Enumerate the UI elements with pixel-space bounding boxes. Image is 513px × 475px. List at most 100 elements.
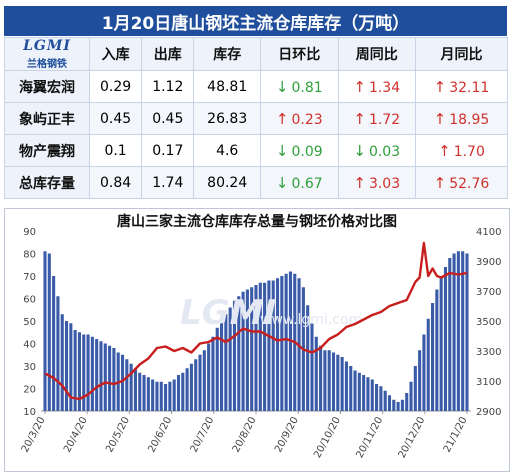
inventory-bar <box>220 321 224 411</box>
inventory-bar <box>43 251 47 411</box>
inventory-bar <box>362 375 366 411</box>
arrow-down-icon: ↓ <box>353 141 366 160</box>
inventory-bar <box>176 375 181 411</box>
inventory-bar <box>228 307 232 411</box>
x-tick-label: 20/7/20 <box>189 415 217 454</box>
cell-dod: ↓ 0.09 <box>260 134 339 167</box>
inventory-bar <box>207 343 211 411</box>
chart-panel: 唐山三家主流仓库库存总量与钢坯价格对比图 10 20 30 40 50 60 70 80 90 2… <box>4 208 510 472</box>
inventory-bar <box>168 381 172 411</box>
table-header-row: LGMI 兰格钢铁 入库 出库 库存 日环比 周同比 月同比 <box>4 37 509 71</box>
inventory-bar <box>99 341 103 411</box>
y-left-tick-label: 80 <box>23 250 36 261</box>
inventory-bar <box>202 350 206 411</box>
x-tick-label: 20/11/20 <box>354 415 385 460</box>
row-name: 总库存量 <box>4 166 90 199</box>
logo-subtext: 兰格钢铁 <box>27 59 67 70</box>
inventory-bar <box>142 375 146 411</box>
inventory-bar <box>405 393 409 411</box>
cell-mom: ↑ 18.95 <box>414 102 509 135</box>
col-header-dod: 日环比 <box>260 37 339 71</box>
lgmi-logo: LGMI 兰格钢铁 <box>5 38 89 70</box>
inventory-bar <box>284 273 288 411</box>
cell-dod: ↓ 0.81 <box>260 70 339 103</box>
arrow-down-icon: ↓ <box>275 141 289 160</box>
row-name: 海翼宏润 <box>4 70 90 103</box>
inventory-bar <box>108 345 112 411</box>
inventory-bar <box>198 354 202 411</box>
inventory-bar <box>375 384 379 411</box>
inventory-bar <box>319 345 323 411</box>
cell-wow: ↑ 1.34 <box>337 70 416 103</box>
inventory-bar <box>409 381 413 411</box>
inventory-bar <box>280 276 284 411</box>
inventory-bar <box>185 368 189 411</box>
inventory-bar <box>82 334 86 411</box>
logo-cell: LGMI 兰格钢铁 <box>4 37 90 71</box>
y-left-tick-label: 20 <box>23 385 36 396</box>
x-tick-label: 20/8/20 <box>231 415 259 454</box>
arrow-up-icon: ↑ <box>353 109 366 128</box>
watermark: LGMI www.lgmi.com <box>180 293 362 333</box>
inventory-bar <box>331 352 336 411</box>
y-right-tick-label: 3100 <box>476 377 501 388</box>
inventory-bar <box>237 296 241 411</box>
inventory-bar <box>448 258 452 411</box>
inventory-bar <box>435 289 439 411</box>
row-name: 物产震翔 <box>4 134 90 167</box>
arrow-up-icon: ↑ <box>433 109 447 128</box>
arrow-up-icon: ↑ <box>433 173 447 192</box>
cell-stock: 26.83 <box>193 102 262 135</box>
inventory-bar <box>56 296 60 411</box>
inventory-bar <box>431 303 435 411</box>
y-left-tick-label: 30 <box>23 362 36 373</box>
inventory-bar <box>422 334 426 411</box>
x-tick-label: 20/5/20 <box>104 415 132 454</box>
table-row: 总库存量 0.84 1.74 80.24 ↓ 0.67 ↑ 3.03 ↑ 52.76 <box>4 166 509 199</box>
row-name: 象屿正丰 <box>4 102 90 135</box>
inventory-bar <box>258 282 262 411</box>
y-right-tick-label: 2900 <box>476 407 501 418</box>
change-value: 1.70 <box>453 143 485 160</box>
y-right-tick-label: 3500 <box>476 317 501 328</box>
inventory-bar <box>215 327 219 411</box>
table-row: 物产震翔 0.1 0.17 4.6 ↓ 0.09 ↓ 0.03 ↑ 1.70 <box>4 134 509 167</box>
change-value: 32.11 <box>449 79 490 96</box>
inventory-bar <box>103 343 107 411</box>
col-header-in: 入库 <box>88 37 143 71</box>
cell-wow: ↑ 1.72 <box>337 102 416 135</box>
col-header-mom: 月同比 <box>414 37 509 71</box>
inventory-bar <box>271 280 275 411</box>
inventory-bar <box>181 372 185 411</box>
inventory-bar <box>125 359 129 411</box>
arrow-up-icon: ↑ <box>433 77 447 96</box>
inventory-bar <box>133 368 137 411</box>
inventory-bar <box>418 350 422 411</box>
inventory-bar <box>211 336 215 411</box>
change-value: 3.03 <box>368 175 401 192</box>
inventory-bar <box>194 359 198 411</box>
inventory-bar <box>353 370 357 411</box>
cell-out: 0.45 <box>141 102 195 135</box>
x-tick-label: 20/10/20 <box>312 415 343 460</box>
y-left-tick-label: 90 <box>23 227 36 238</box>
inventory-bar <box>426 318 430 411</box>
y-left-tick-label: 50 <box>23 317 36 328</box>
inventory-bar <box>452 253 456 411</box>
table-row: 海翼宏润 0.29 1.12 48.81 ↓ 0.81 ↑ 1.34 ↑ 32.11 <box>4 70 509 103</box>
cell-stock: 48.81 <box>193 70 262 103</box>
inventory-bar <box>77 332 81 411</box>
inventory-bar <box>254 285 258 411</box>
arrow-up-icon: ↑ <box>275 109 289 128</box>
inventory-bar <box>465 253 469 411</box>
logo-text: LGMI <box>23 38 71 54</box>
inventory-bar <box>250 287 254 411</box>
inventory-bar <box>349 366 353 411</box>
inventory-bar <box>52 276 56 411</box>
inventory-bar <box>370 379 374 411</box>
y-right-tick-label: 3300 <box>476 347 501 358</box>
cell-dod: ↑ 0.23 <box>260 102 339 135</box>
x-tick-label: 21/1/20 <box>442 415 470 454</box>
cell-wow: ↑ 3.03 <box>337 166 416 199</box>
inventory-bar <box>129 363 133 411</box>
